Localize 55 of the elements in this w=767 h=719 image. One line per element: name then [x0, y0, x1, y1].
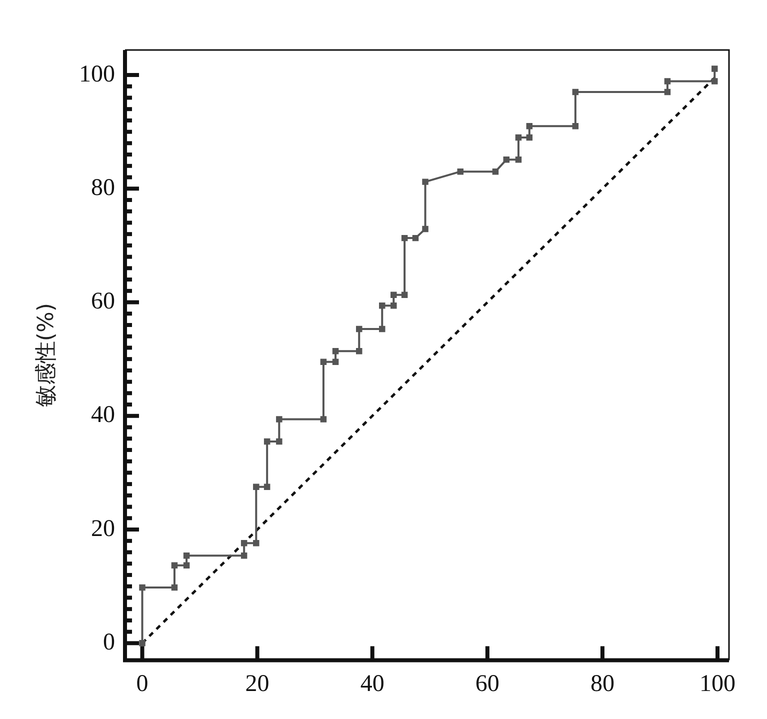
- point: [712, 66, 718, 72]
- point: [572, 88, 579, 96]
- point: [240, 552, 248, 559]
- point: [276, 416, 282, 422]
- x-tick-label: 60: [475, 670, 500, 697]
- point: [253, 540, 260, 546]
- y-tick-label: 80: [91, 174, 115, 201]
- y-tick-label: 60: [91, 288, 115, 315]
- point: [356, 326, 362, 332]
- x-tick-label: 0: [136, 670, 148, 697]
- point: [240, 540, 248, 546]
- point: [503, 156, 510, 163]
- point: [515, 134, 522, 141]
- point: [664, 78, 671, 84]
- point: [492, 168, 499, 175]
- point: [515, 156, 522, 163]
- point: [572, 123, 579, 130]
- y-tick-label: 40: [91, 402, 115, 428]
- point: [171, 562, 178, 568]
- point: [171, 584, 178, 591]
- y-axis-title: 敏感性(%): [34, 303, 59, 408]
- point: [320, 358, 327, 366]
- point: [390, 292, 397, 298]
- point: [253, 484, 260, 490]
- point: [183, 552, 190, 559]
- y-tick-label: 20: [91, 516, 115, 542]
- point: [712, 78, 718, 84]
- point: [526, 123, 533, 130]
- point: [422, 178, 428, 185]
- point: [526, 134, 533, 141]
- point: [422, 226, 428, 232]
- point: [264, 484, 270, 490]
- point: [320, 416, 327, 422]
- y-tick-label: 100: [79, 61, 115, 88]
- x-tick-label: 100: [699, 670, 736, 697]
- point: [332, 358, 339, 366]
- point: [379, 302, 386, 309]
- point: [379, 326, 386, 332]
- point: [183, 562, 190, 568]
- point: [332, 348, 339, 354]
- point: [664, 88, 671, 96]
- point: [139, 584, 146, 591]
- point: [457, 168, 464, 175]
- point: [356, 348, 362, 354]
- point: [401, 292, 408, 298]
- point: [401, 234, 408, 242]
- point: [139, 640, 146, 646]
- point: [276, 438, 282, 445]
- x-tick-label: 20: [245, 670, 270, 697]
- point: [390, 302, 397, 309]
- y-tick-label: 0: [103, 629, 115, 656]
- point: [412, 234, 419, 242]
- point: [264, 438, 270, 445]
- x-tick-label: 80: [590, 670, 614, 697]
- x-tick-label: 40: [360, 670, 384, 697]
